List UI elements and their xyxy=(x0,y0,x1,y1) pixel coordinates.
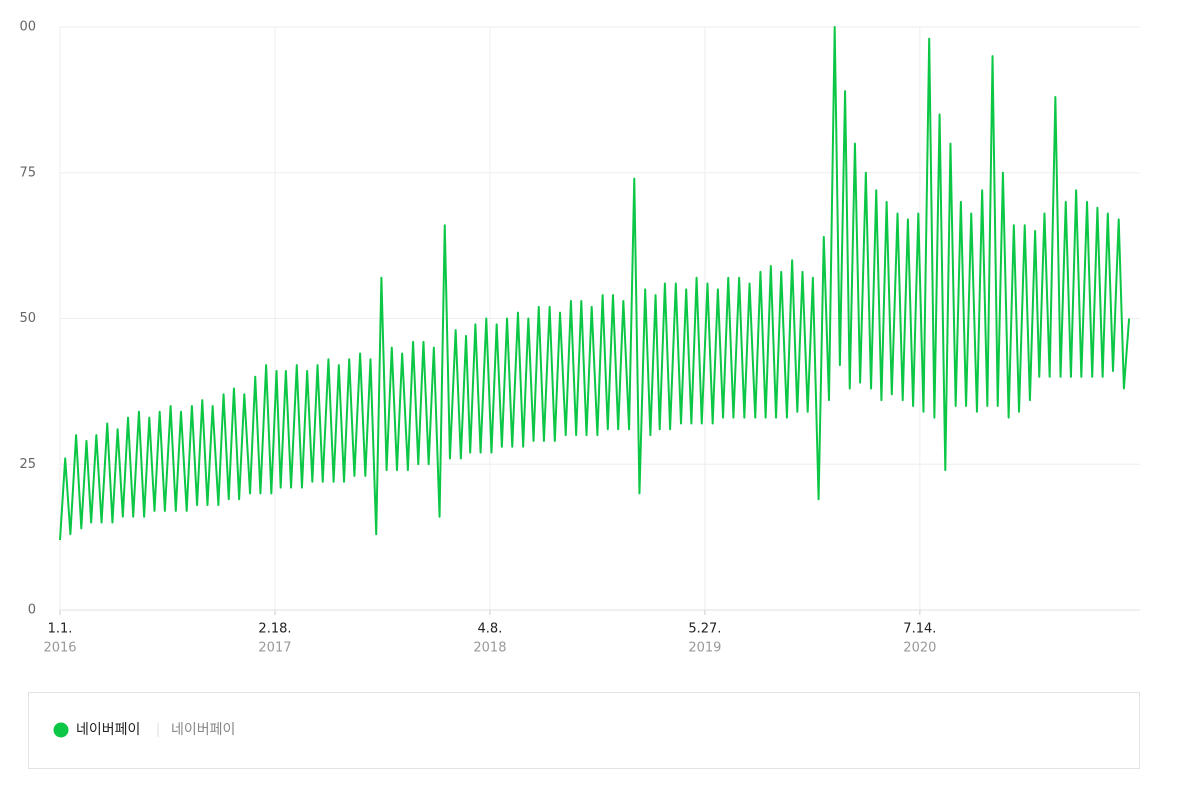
legend: 네이버페이 네이버페이 xyxy=(53,722,235,738)
legend-keyword: 네이버페이 xyxy=(171,722,235,738)
x-tick-label: 7.14. xyxy=(903,622,936,637)
y-tick-label: 75 xyxy=(19,165,36,180)
legend-label: 네이버페이 xyxy=(76,722,140,738)
x-tick-year: 2019 xyxy=(688,641,721,656)
x-tick-label: 2.18. xyxy=(258,622,291,637)
x-tick-year: 2016 xyxy=(43,641,76,656)
x-tick-label: 1.1. xyxy=(48,622,73,637)
series-line xyxy=(59,26,1131,541)
x-tick-label: 4.8. xyxy=(478,622,503,637)
y-tick-label: 25 xyxy=(19,457,36,472)
x-tick-year: 2017 xyxy=(258,641,291,656)
y-tick-label: 00 xyxy=(19,20,36,35)
x-tick-label: 5.27. xyxy=(688,622,721,637)
legend-box xyxy=(28,692,1140,769)
legend-swatch xyxy=(53,722,69,738)
x-tick-year: 2020 xyxy=(903,641,936,656)
y-tick-label: 50 xyxy=(19,311,36,326)
x-tick-year: 2018 xyxy=(473,641,506,656)
y-tick-label: 0 xyxy=(28,603,36,618)
